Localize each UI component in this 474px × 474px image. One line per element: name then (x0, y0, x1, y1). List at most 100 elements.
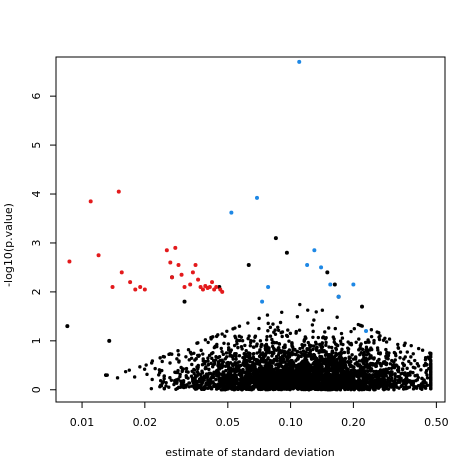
cloud-point (368, 361, 373, 366)
cloud-point (330, 351, 334, 355)
cloud-point (420, 387, 424, 392)
cloud-point (349, 381, 353, 385)
cloud-point (375, 330, 379, 334)
cloud-point (298, 350, 303, 355)
cloud-point (220, 379, 225, 383)
red-point (96, 253, 101, 258)
cloud-point (333, 365, 338, 370)
cloud-point (199, 372, 203, 377)
cloud-point (195, 386, 199, 391)
cloud-point (320, 385, 324, 389)
cloud-point (313, 362, 318, 367)
cloud-point (372, 338, 376, 343)
cloud-point (226, 342, 231, 346)
cloud-point (304, 355, 308, 360)
cloud-point (181, 383, 186, 387)
cloud-point (356, 322, 361, 327)
cloud-point (297, 385, 302, 389)
cloud-point (288, 362, 292, 367)
cloud-point (392, 388, 396, 392)
cloud-point (315, 371, 319, 376)
cloud-point (260, 342, 264, 347)
cloud-point (281, 357, 285, 361)
cloud-point (337, 355, 341, 360)
cloud-point (274, 340, 279, 345)
cloud-point (396, 368, 401, 373)
cloud-point (162, 355, 167, 359)
cloud-point (384, 347, 388, 352)
cloud-point (377, 357, 381, 362)
cloud-point (320, 356, 324, 360)
cloud-point (299, 368, 303, 373)
cloud-point (411, 381, 416, 386)
x-tick-label: 0.01 (70, 416, 95, 429)
cloud-point (238, 338, 242, 343)
cloud-point (353, 355, 358, 360)
cloud-point (343, 382, 348, 387)
cloud-point (264, 379, 268, 383)
cloud-point (323, 384, 327, 389)
cloud-point (399, 384, 403, 389)
cloud-point (239, 377, 243, 382)
cloud-point (210, 356, 214, 361)
cloud-point (336, 343, 340, 348)
blue-point (319, 265, 324, 270)
cloud-point (379, 369, 383, 374)
cloud-point (281, 360, 286, 364)
black-point (325, 270, 330, 275)
cloud-point (244, 361, 248, 366)
cloud-point (313, 368, 318, 372)
cloud-point (271, 340, 275, 344)
cloud-point (186, 376, 190, 380)
y-tick-label: 4 (30, 191, 43, 198)
cloud-point (158, 378, 163, 383)
cloud-point (388, 362, 393, 366)
cloud-point (233, 384, 237, 389)
cloud-point (248, 344, 253, 348)
cloud-point (271, 379, 276, 383)
cloud-point (422, 380, 427, 384)
cloud-point (198, 384, 203, 389)
cloud-point (234, 354, 238, 359)
cloud-point (215, 368, 219, 373)
cloud-point (283, 370, 288, 375)
cloud-point (206, 363, 211, 367)
cloud-point (247, 334, 251, 338)
cloud-point (280, 364, 284, 369)
x-axis: 0.01 0.02 0.05 0.10 0.20 0.50 (70, 401, 449, 429)
cloud-point (246, 321, 250, 325)
cloud-point (362, 387, 366, 392)
cloud-point (162, 374, 166, 379)
cloud-point (257, 387, 261, 391)
cloud-point (358, 343, 363, 348)
cloud-point (296, 372, 301, 377)
cloud-point (217, 376, 221, 381)
cloud-point (297, 328, 302, 332)
blue-point (351, 282, 356, 287)
cloud-point (402, 343, 406, 348)
x-tick-label: 0.50 (424, 416, 449, 429)
cloud-point (371, 369, 376, 374)
cloud-point (186, 348, 191, 352)
cloud-point (258, 339, 263, 343)
cloud-point (312, 355, 316, 360)
cloud-point (197, 353, 201, 358)
cloud-point (277, 342, 282, 346)
cloud-point (396, 345, 400, 350)
cloud-point (349, 329, 353, 334)
cloud-point (389, 385, 394, 389)
cloud-point (405, 366, 409, 371)
red-point (67, 259, 72, 264)
cloud-point (283, 345, 287, 349)
cloud-point (259, 353, 263, 357)
cloud-point (255, 342, 259, 346)
cloud-point (262, 386, 266, 391)
cloud-point (352, 387, 356, 392)
cloud-point (180, 368, 185, 372)
cloud-point (291, 361, 296, 365)
cloud-point (306, 375, 311, 380)
cloud-point (347, 356, 351, 361)
cloud-point (214, 377, 218, 382)
cloud-point (368, 386, 372, 390)
cloud-point (177, 359, 181, 363)
